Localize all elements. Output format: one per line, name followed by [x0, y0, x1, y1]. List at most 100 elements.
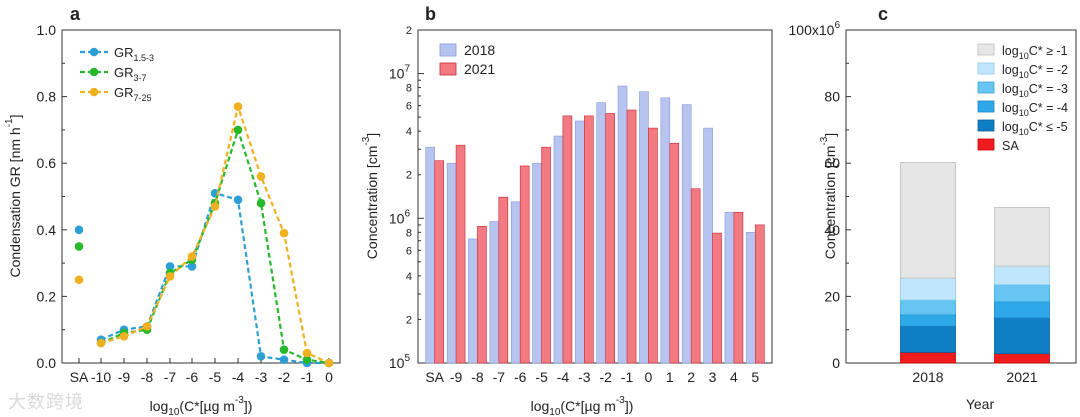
stack-2021-SA [994, 353, 1050, 364]
legend-swatch [977, 119, 995, 132]
panel-a-ytick-label: 0.0 [37, 355, 57, 371]
panel-a-xtick-label: -2 [278, 369, 291, 385]
data-point [119, 332, 129, 341]
panel-b-xtick-label: 1 [666, 369, 674, 385]
bar-2018-0 [639, 91, 649, 364]
data-point [233, 102, 243, 111]
panel-b-ytick-label: 107 [389, 64, 411, 82]
panel-b-xtick-label: -1 [621, 369, 634, 385]
panel-b-frame [417, 29, 773, 364]
bar-2021-4 [733, 211, 744, 364]
panel-b-xtick-label: -5 [535, 369, 548, 385]
bar-2018--9 [446, 162, 457, 364]
panel-b-ytick-label: 105 [389, 353, 411, 371]
panel-b-yminor-label: 8 [406, 83, 412, 95]
data-point-sa [74, 225, 84, 235]
bar-2018-1 [660, 97, 671, 364]
panel-b: b 105 106 107 2 4 6 8 2 4 6 8 2 SA -9 -8 -7 -6 -5 -4 -3 -2 -1 0… [361, 4, 773, 417]
panel-b-yminor-label: 2 [406, 314, 412, 326]
panel-b-yminor-label: 2 [406, 25, 412, 37]
stack-2018-C-5 [900, 325, 956, 353]
panel-a-letter: a [70, 4, 81, 24]
legend-label: log10C* = -4 [1002, 101, 1068, 118]
panel-b-xtick-label: -7 [493, 369, 506, 385]
bar-2021--2 [605, 113, 615, 364]
panel-b-xlabel: log10(C*[µg m-3]) [531, 395, 634, 417]
bar-2018-SA [425, 146, 435, 364]
stack-2018-SA [900, 351, 956, 364]
panel-a-ytick-label: 0.6 [37, 155, 57, 171]
legend-marker [89, 47, 99, 57]
bar-2021-5 [755, 224, 765, 364]
data-point [96, 338, 106, 348]
series-gr-7-25: GR7-25 [74, 85, 334, 368]
legend-label: GR3-7 [114, 65, 147, 83]
legend-marker [89, 87, 99, 97]
panel-c-ytick-label: 40 [824, 222, 840, 238]
data-point [256, 198, 266, 208]
panel-a-xtick-label: SA [70, 369, 89, 385]
panel-c-xtick-label: 2021 [1006, 369, 1037, 385]
panel-c-ytick-label: 100x106 [789, 20, 841, 38]
bar-2021--9 [455, 144, 466, 364]
legend-swatch [977, 43, 995, 56]
legend-label: GR7-25 [114, 85, 152, 103]
series-line [100, 102, 330, 365]
panel-c-ytick-label: 80 [824, 89, 840, 105]
panel-a: a0.00.20.40.60.81.0SA -10 -9 -8 -7 -6 -5 -4 -3 -2… [4, 4, 341, 417]
data-point [279, 345, 289, 354]
bar-2018-2 [681, 104, 692, 364]
panel-a-ytick-label: 0.8 [37, 89, 57, 105]
data-point [233, 195, 243, 205]
bar-2021-3 [712, 232, 722, 364]
data-point [302, 348, 312, 358]
panel-b-yminor-label: 4 [406, 271, 412, 283]
panel-a-ytick-label: 1.0 [37, 22, 57, 38]
panel-b-yminor-label: 2 [406, 170, 412, 182]
panel-a-xlabel: log10(C*[µg m-3]) [150, 395, 253, 417]
stack-2021-C-1 [994, 207, 1050, 267]
panel-b-xtick-label: -8 [471, 369, 484, 385]
panel-c-letter: c [878, 4, 888, 24]
bar-2021--4 [562, 115, 573, 364]
data-point [187, 252, 197, 261]
legend-swatch [977, 81, 995, 94]
stack-2018-C-4 [900, 314, 956, 327]
legend-label: log10C* = -3 [1002, 82, 1068, 99]
bar-2021-0 [648, 127, 658, 364]
panel-b-xtick-label: 2 [687, 369, 695, 385]
bar-2021-1 [669, 142, 680, 364]
stack-2021-C-5 [994, 317, 1050, 355]
legend-label: SA [1002, 139, 1019, 153]
legend-label-2021: 2021 [464, 61, 495, 77]
bar-2018--6 [510, 201, 521, 364]
bar-2021--8 [477, 226, 487, 364]
series-line [100, 191, 329, 365]
data-point [210, 202, 220, 211]
panel-a-ytick-label: 0.2 [37, 288, 57, 304]
panel-a-xtick-label: -4 [232, 369, 245, 385]
panel-b-xtick-label: -6 [514, 369, 527, 385]
panel-b-xtick-label: 3 [709, 369, 717, 385]
panel-b-ytick-label: 106 [389, 208, 411, 226]
panel-b-ylabel: Concentration [cm-3] [361, 133, 380, 259]
panel-b-xtick-label: 5 [751, 369, 759, 385]
bar-2018--2 [596, 102, 606, 364]
data-point-sa [74, 275, 84, 285]
panel-b-letter: b [425, 4, 436, 24]
bar-2018-5 [746, 232, 756, 364]
data-point [279, 228, 289, 238]
panel-a-xtick-label: -6 [186, 369, 199, 385]
panel-c-ytick-label: 60 [824, 155, 840, 171]
bar-2021--1 [626, 109, 637, 364]
panel-b-xtick-label: -2 [599, 369, 612, 385]
stack-2018-C-1 [900, 162, 956, 279]
stack-2021-C-2 [994, 265, 1050, 286]
legend-swatch [977, 138, 995, 151]
bar-2021--3 [584, 115, 594, 364]
watermark: 大数跨境 [8, 392, 84, 413]
panel-b-xtick-label: -3 [578, 369, 591, 385]
panel-b-xtick-label: -4 [557, 369, 570, 385]
bar-2018--1 [617, 85, 628, 364]
bar-2018-4 [724, 211, 735, 364]
